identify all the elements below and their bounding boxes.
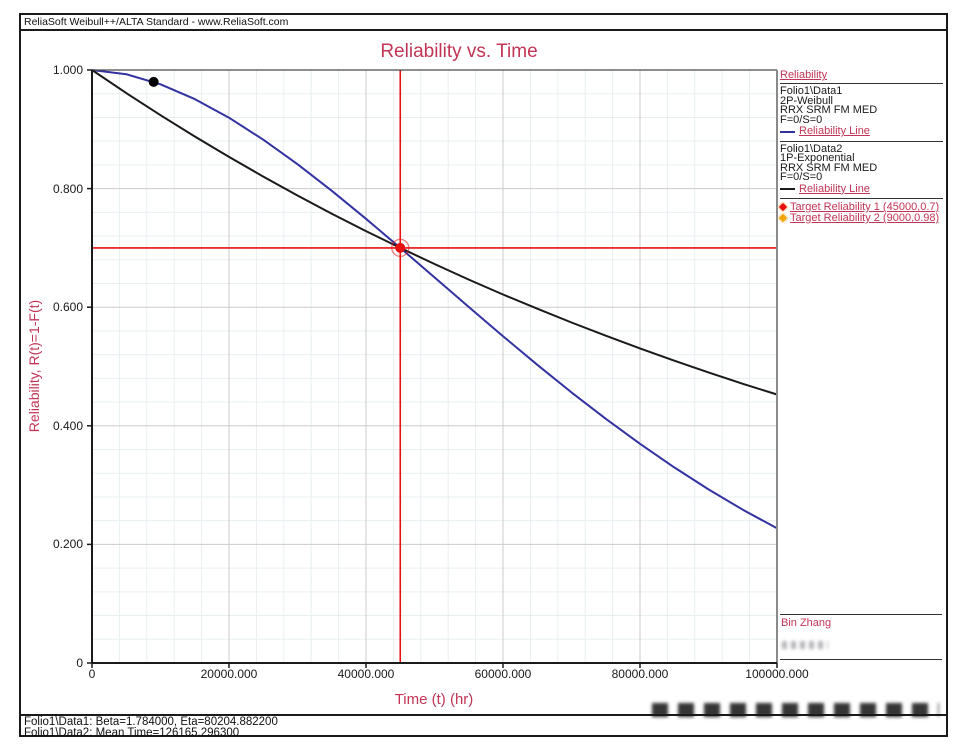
legend-line-row: Reliability Line — [780, 182, 943, 195]
y-tick-label: 0 — [76, 656, 83, 670]
chart-title: Reliability vs. Time — [380, 41, 538, 62]
legend-model: 1P-Exponential — [780, 152, 855, 164]
x-tick-label: 20000.000 — [200, 667, 258, 681]
legend-target-label: Target Reliability 1 (45000,0.7) — [790, 201, 940, 213]
status-line-data1: Folio1\Data1: Beta=1.784000, Eta=80204.8… — [24, 716, 278, 728]
analyst-annotation-box: Bin Zhang — [780, 614, 942, 660]
x-axis-title: Time (t) (hr) — [394, 691, 474, 708]
target-1-marker-ring[interactable] — [391, 238, 410, 258]
y-tick-label: 0.600 — [52, 300, 83, 315]
x-tick-label: 80000.000 — [611, 667, 669, 681]
legend-model: 2P-Weibull — [780, 94, 833, 107]
legend-target-2: Target Reliability 2 (9000,0.98) — [778, 212, 943, 224]
window-titlebar: ReliaSoft Weibull++/ALTA Standard - www.… — [21, 15, 946, 31]
x-tick-label: 0 — [88, 667, 96, 681]
legend-method: RRX SRM FM MED — [780, 161, 878, 174]
results-statusbar: Folio1\Data1: Beta=1.784000, Eta=80204.8… — [21, 714, 946, 739]
legend-folio: Folio1\Data1 — [780, 85, 843, 97]
legend-fs: F=0/S=0 — [780, 171, 823, 183]
reliability-curve-weibull — [91, 69, 778, 530]
target1-marker-icon — [778, 202, 788, 212]
reliability-curve-exponential — [91, 69, 778, 396]
legend-series-exponential: Folio1\Data2 1P-Exponential RRX SRM FM M… — [780, 142, 943, 199]
legend-folio: Folio1\Data2 — [780, 142, 843, 155]
x-tick-label: 60000.000 — [474, 667, 532, 681]
legend-fs: F=0/S=0 — [780, 113, 823, 126]
exponential-line-swatch — [780, 188, 795, 191]
legend-series-weibull: Folio1\Data1 2P-Weibull RRX SRM FM MED F… — [780, 85, 943, 142]
legend-line-row: Reliability Line — [780, 125, 943, 137]
legend-header: Reliability — [780, 69, 943, 84]
legend-panel: Reliability Folio1\Data1 2P-Weibull RRX … — [778, 69, 943, 224]
legend-target-label: Target Reliability 2 (9000,0.98) — [790, 212, 940, 224]
plot-area — [87, 69, 778, 668]
x-tick-label: 100000.000 — [745, 667, 809, 681]
y-tick-label: 0.400 — [52, 418, 83, 433]
status-line-data2: Folio1\Data2: Mean Time=126165.296300 — [24, 727, 240, 739]
target-1-marker[interactable] — [395, 242, 406, 253]
target-2-marker[interactable] — [148, 76, 159, 87]
y-tick-label: 1.000 — [52, 63, 83, 77]
legend-method: RRX SRM FM MED — [780, 104, 878, 116]
legend-line-label: Reliability Line — [799, 125, 870, 137]
weibull-line-swatch — [780, 130, 795, 133]
analyst-name: Bin Zhang — [781, 617, 832, 629]
legend-target-1: Target Reliability 1 (45000,0.7) — [778, 201, 943, 213]
target2-marker-icon — [778, 213, 788, 223]
y-tick-label: 0.200 — [52, 537, 83, 552]
x-tick-label: 40000.000 — [337, 667, 395, 681]
y-tick-label: 0.800 — [52, 181, 83, 196]
plot-window: ReliaSoft Weibull++/ALTA Standard - www.… — [19, 13, 948, 739]
legend-line-label: Reliability Line — [799, 182, 870, 195]
redacted-text — [782, 641, 828, 649]
